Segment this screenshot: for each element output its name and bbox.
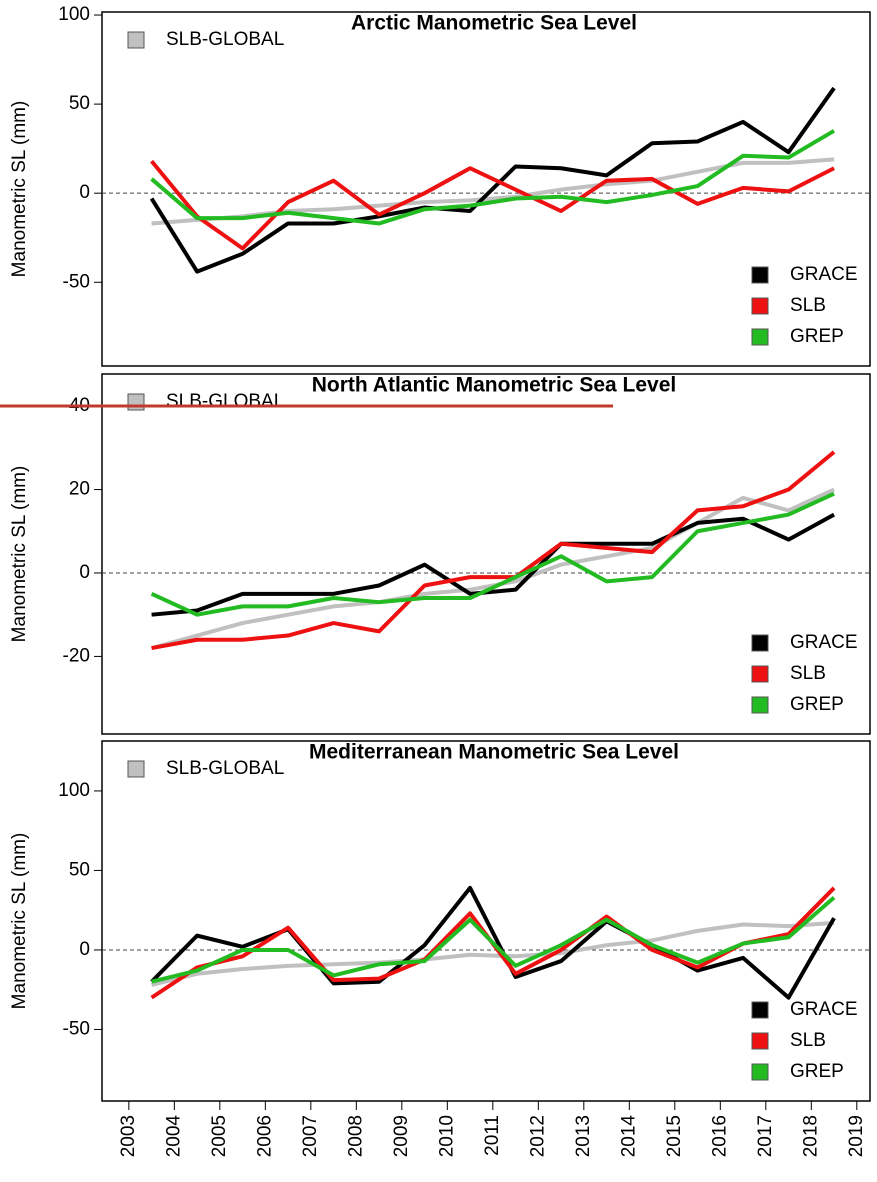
y-tick-label: -50: [63, 271, 90, 292]
y-tick-label: 0: [79, 182, 90, 203]
legend-swatch: [751, 297, 769, 315]
legend-label: SLB-GLOBAL: [166, 758, 284, 779]
y-tick-label: 100: [58, 4, 90, 25]
chart-title: North Atlantic Manometric Sea Level: [312, 374, 676, 397]
x-tick-label: 2003: [118, 1115, 139, 1157]
legend-label: GRACE: [790, 999, 858, 1020]
legend-swatch: [127, 393, 145, 411]
x-tick-label: 2018: [800, 1115, 821, 1157]
series-line: [150, 159, 835, 251]
x-tick-label: 2011: [482, 1115, 503, 1156]
series-line: [151, 920, 835, 987]
legend-swatch: [751, 1001, 769, 1019]
x-tick-label: 2013: [573, 1115, 594, 1157]
y-tick-label: 100: [58, 780, 90, 801]
legend-label: GREP: [790, 326, 844, 347]
y-tick-label: -50: [63, 1018, 90, 1039]
x-tick-label: 2014: [618, 1115, 639, 1158]
legend-label: GRACE: [790, 264, 858, 285]
legend-label: SLB: [790, 1030, 826, 1051]
legend-swatch: [751, 634, 769, 652]
series-line: [150, 129, 836, 226]
x-tick-label: 2012: [527, 1115, 548, 1157]
legend-swatch: [751, 665, 769, 683]
y-axis-label: Manometric SL (mm): [9, 833, 30, 1010]
x-tick-label: 2015: [664, 1115, 685, 1157]
plot-frame: [101, 373, 871, 735]
y-tick-label: 20: [69, 479, 90, 500]
series-line: [151, 487, 835, 650]
legend-label: SLB: [790, 663, 826, 684]
series-line: [151, 895, 836, 984]
legend-swatch: [751, 1063, 769, 1081]
legend-label: SLB-GLOBAL: [166, 391, 284, 412]
legend-label: GRACE: [790, 632, 858, 653]
y-axis-label: Manometric SL (mm): [9, 101, 30, 278]
y-axis-label: Manometric SL (mm): [9, 466, 30, 643]
y-tick-label: 0: [79, 939, 90, 960]
x-tick-label: 2010: [436, 1115, 457, 1157]
y-tick-label: 50: [69, 93, 90, 114]
x-tick-label: 2019: [846, 1115, 867, 1157]
x-tick-label: 2006: [254, 1115, 275, 1157]
y-tick-label: 0: [79, 562, 90, 583]
plot-frame: [101, 11, 871, 367]
legend-swatch: [127, 31, 145, 49]
plot-frame: [101, 740, 871, 1102]
chart-title: Arctic Manometric Sea Level: [351, 12, 637, 35]
x-tick-label: 2008: [345, 1115, 366, 1157]
legend-swatch: [751, 328, 769, 346]
x-tick-label: 2005: [209, 1115, 230, 1157]
legend-label: SLB: [790, 295, 826, 316]
y-tick-label: -20: [63, 645, 90, 666]
legend-swatch: [751, 1032, 769, 1050]
series-line: [150, 885, 836, 1000]
y-tick-label: 50: [69, 859, 90, 880]
x-tick-label: 2007: [300, 1115, 321, 1157]
x-tick-label: 2016: [709, 1115, 730, 1157]
x-tick-label: 2017: [755, 1115, 776, 1157]
x-tick-label: 2009: [391, 1115, 412, 1157]
series-line: [149, 86, 836, 274]
x-tick-label: 2004: [163, 1115, 184, 1158]
legend-label: GREP: [790, 1061, 844, 1082]
legend-swatch: [751, 696, 769, 714]
series-line: [151, 450, 836, 651]
series-line: [151, 512, 836, 617]
legend-label: GREP: [790, 694, 844, 715]
legend-label: SLB-GLOBAL: [166, 29, 284, 50]
series-line: [150, 491, 835, 617]
legend-swatch: [751, 266, 769, 284]
legend-swatch: [127, 760, 145, 778]
chart-title: Mediterranean Manometric Sea Level: [309, 741, 679, 764]
